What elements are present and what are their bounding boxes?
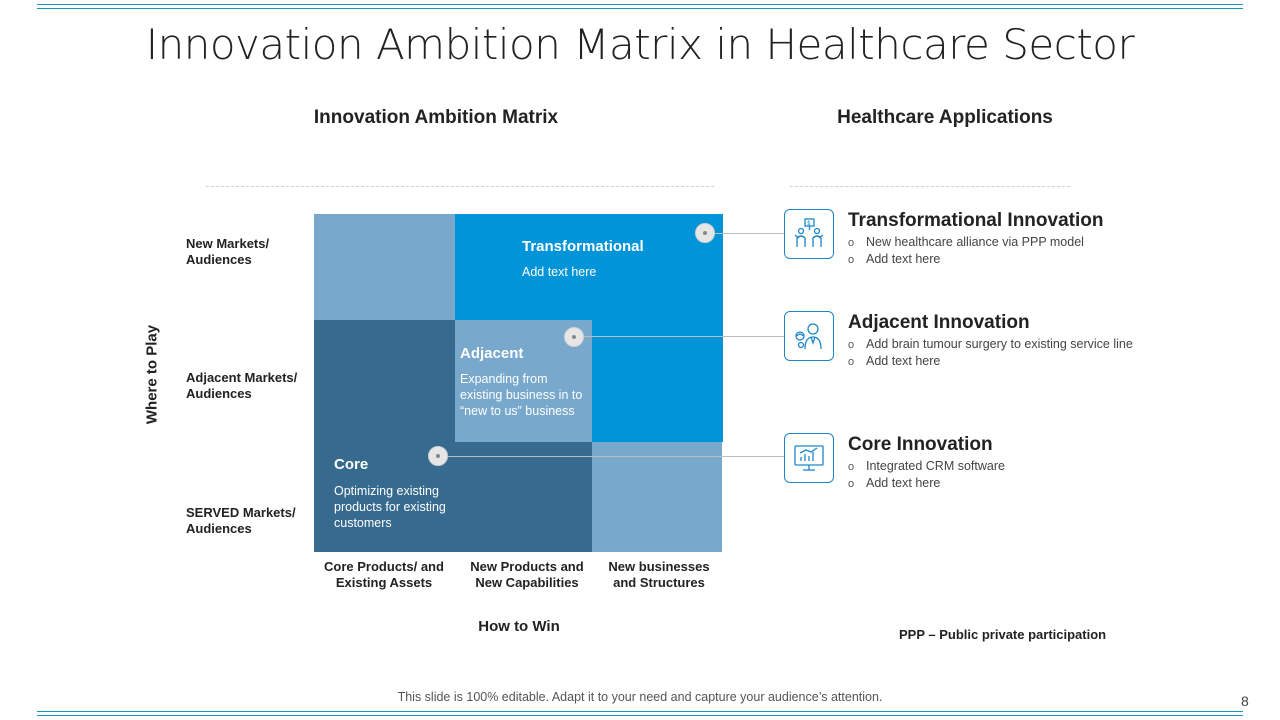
app-list-adjacent: Add brain tumour surgery to existing ser… [848,336,1133,370]
applications-heading: Healthcare Applications [837,107,1053,128]
list-item: Add text here [848,353,1133,370]
svg-text:$: $ [807,220,811,227]
doctor-brain-icon [784,311,834,361]
app-title-transformational: Transformational Innovation [848,210,1104,231]
core-text: Optimizing existing products for existin… [334,484,446,530]
bottom-rule [37,711,1243,712]
row-label-new-markets: New Markets/ Audiences [186,236,270,267]
transformational-title: Transformational [522,238,644,255]
top-rule-2 [37,8,1243,9]
list-item: Add text here [848,475,1005,492]
app-list-transformational: New healthcare alliance via PPP model Ad… [848,234,1084,268]
row-label-served-markets: SERVED Markets/ Audiences [186,505,296,536]
app-list-core: Integrated CRM software Add text here [848,458,1005,492]
top-rule [37,4,1243,5]
applications-divider [790,186,1070,187]
monitor-chart-icon [784,433,834,483]
list-item: New healthcare alliance via PPP model [848,234,1084,251]
transformational-text: Add text here [522,265,597,279]
slide-title: Innovation Ambition Matrix in Healthcare… [145,20,1135,69]
connector-core [447,456,784,457]
footer-text: This slide is 100% editable. Adapt it to… [397,690,883,704]
team-flag-icon: $ [784,209,834,259]
matrix-heading: Innovation Ambition Matrix [313,107,559,128]
connector-adjacent [583,336,784,337]
marker-transformational [695,223,715,243]
ppp-note: PPP – Public private participation [899,627,1107,642]
list-item: Integrated CRM software [848,458,1005,475]
marker-adjacent [564,327,584,347]
app-title-core: Core Innovation [848,434,993,455]
x-axis-label: How to Win [478,618,560,635]
cell-served-new-business [592,442,722,552]
connector-transformational [714,233,784,234]
list-item: Add brain tumour surgery to existing ser… [848,336,1133,353]
cell-new-markets-core [314,214,455,320]
marker-core [428,446,448,466]
page-number: 8 [1241,693,1249,709]
col-label-new-products: New Products and New Capabilities [470,559,584,590]
adjacent-title: Adjacent [460,345,524,362]
adjacent-text: Expanding from existing business in to “… [460,372,583,418]
bottom-rule-2 [37,715,1243,716]
col-label-new-businesses: New businesses and Structures [608,559,710,590]
core-title: Core [334,456,369,473]
row-label-adjacent-markets: Adjacent Markets/ Audiences [186,370,298,401]
col-label-core-products: Core Products/ and Existing Assets [324,559,444,590]
matrix-divider [206,186,714,187]
app-title-adjacent: Adjacent Innovation [848,312,1030,333]
list-item: Add text here [848,251,1084,268]
y-axis-label: Where to Play [143,324,161,425]
